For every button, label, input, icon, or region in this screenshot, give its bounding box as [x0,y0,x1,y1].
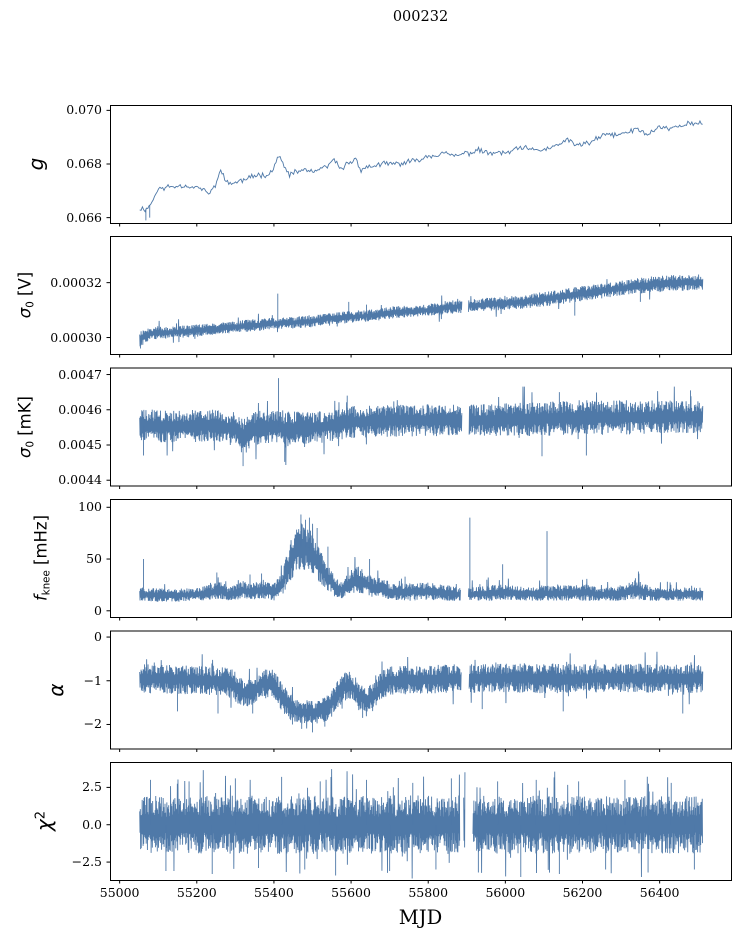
x-tick-label: 56400 [639,885,680,900]
x-tick-label: 56000 [485,885,526,900]
y-tick-label: −1 [83,672,102,688]
x-tick-label: 55200 [176,885,217,900]
y-tick-label: 0.0047 [58,366,102,382]
x-tick-label: 56200 [562,885,603,900]
y-tick-label: 100 [78,499,102,515]
x-tick-label: 55600 [331,885,371,900]
y-tick-label: 50 [86,551,102,567]
y-tick-label: 0.066 [66,209,102,225]
y-tick-label: 2.5 [82,779,102,795]
y-tick-label: 0.0046 [58,401,102,417]
x-tick-label: 55800 [408,885,449,900]
y-tick-label: 0.0 [82,816,102,832]
ylabel-subscript: 0 [25,301,37,308]
y-tick-label: 0.0045 [58,436,102,452]
y-tick-label: 0 [94,602,102,618]
y-tick-label: 0 [94,629,102,645]
y-tick-label: 0.068 [66,156,102,171]
y-tick-label: 0.070 [66,102,102,118]
y-tick-label: −2 [83,716,102,732]
ylabel-letter: σ [15,307,35,319]
ylabel-subscript: knee [41,570,53,596]
figure-title: 000232 [392,9,449,25]
y-tick-label: 0.00032 [50,274,102,290]
x-axis-label: MJD [398,906,443,929]
x-tick-label: 55400 [254,885,294,900]
y-tick-label: 0.00030 [50,329,102,345]
y-tick-label: −2.5 [71,854,102,870]
ylabel-letter: f [31,595,51,602]
x-tick-label: 55000 [99,885,140,900]
y-tick-label: 0.0044 [58,472,102,488]
